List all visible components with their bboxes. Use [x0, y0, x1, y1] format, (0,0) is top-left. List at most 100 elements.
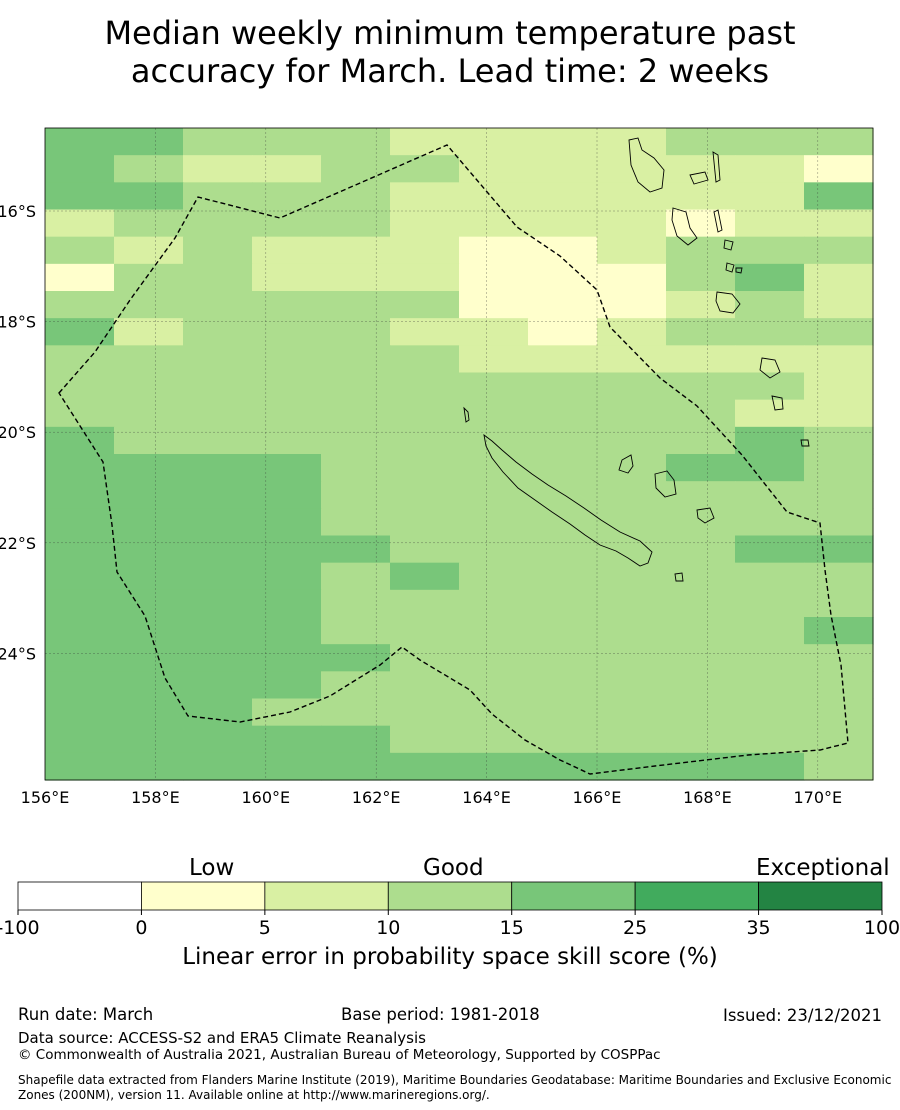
shapefile-credit: Shapefile data extracted from Flanders M…: [18, 1073, 892, 1102]
skill-cell: [804, 182, 874, 211]
skill-cell: [804, 535, 874, 564]
skill-cell: [114, 263, 184, 292]
map-frame: [44, 127, 874, 781]
skill-cell: [45, 671, 115, 700]
skill-cell: [390, 372, 460, 401]
skill-cell: [252, 128, 322, 156]
skill-cell: [597, 128, 667, 156]
skill-cell: [459, 399, 529, 428]
skill-cell: [321, 318, 391, 346]
skill-cell: [804, 291, 874, 319]
skill-cell: [459, 209, 529, 238]
skill-cell: [390, 589, 460, 618]
skill-cell: [804, 671, 874, 700]
skill-cell: [459, 535, 529, 564]
skill-cell: [183, 454, 253, 482]
colorbar-category-good: Good: [423, 855, 484, 881]
skill-cell: [735, 318, 805, 346]
eez-boundary: [58, 144, 849, 775]
skill-cell: [528, 263, 598, 292]
base-period: Base period: 1981-2018: [341, 1005, 540, 1024]
skill-cell: [459, 372, 529, 401]
skill-cell: [459, 617, 529, 645]
skill-cell: [666, 508, 736, 537]
skill-cell: [666, 671, 736, 700]
skill-cell: [390, 236, 460, 265]
skill-cell: [597, 182, 667, 211]
skill-cell: [183, 345, 253, 374]
skill-cell: [804, 399, 874, 428]
skill-cell: [321, 535, 391, 564]
skill-cell: [183, 481, 253, 509]
skill-cell: [114, 752, 184, 781]
skill-cell: [183, 399, 253, 428]
colorbar-segment: [634, 881, 759, 911]
skill-cell: [735, 399, 805, 428]
skill-cell: [528, 725, 598, 754]
skill-cell: [45, 617, 115, 645]
island-ambrym: [723, 239, 734, 251]
skill-cell: [45, 644, 115, 672]
skill-cell: [528, 128, 598, 156]
skill-cell: [45, 372, 115, 401]
skill-cell: [390, 209, 460, 238]
graticule: [45, 128, 873, 780]
skill-cell: [528, 318, 598, 346]
skill-cell: [45, 182, 115, 211]
skill-cell: [666, 617, 736, 645]
skill-cell: [252, 671, 322, 700]
skill-cell: [114, 345, 184, 374]
skill-cell: [735, 182, 805, 211]
skill-cell: [252, 236, 322, 265]
skill-cell: [114, 182, 184, 211]
skill-cell: [45, 725, 115, 754]
skill-cell: [804, 454, 874, 482]
skill-cell: [114, 318, 184, 346]
data-source: Data source: ACCESS-S2 and ERA5 Climate …: [18, 1029, 426, 1047]
skill-cell: [459, 291, 529, 319]
skill-cell: [390, 182, 460, 211]
skill-cell: [528, 508, 598, 537]
skill-cell: [666, 454, 736, 482]
skill-cell: [666, 182, 736, 211]
skill-cell: [459, 698, 529, 727]
skill-cell: [459, 155, 529, 183]
colorbar-tick-label: -100: [0, 917, 40, 939]
skill-cell: [735, 209, 805, 238]
skill-cell: [735, 454, 805, 482]
skill-cell: [528, 481, 598, 509]
skill-cell: [252, 345, 322, 374]
colorbar-category-low: Low: [189, 855, 235, 881]
skill-cell: [321, 182, 391, 211]
island-epi: [725, 262, 735, 273]
skill-cell: [597, 318, 667, 346]
colorbar-tick-label: 10: [376, 917, 400, 939]
skill-cell: [45, 508, 115, 537]
skill-cell: [252, 562, 322, 591]
skill-cell: [321, 617, 391, 645]
chart-title: Median weekly minimum temperature past a…: [0, 14, 900, 90]
skill-cell: [183, 318, 253, 346]
skill-cell: [528, 589, 598, 618]
skill-cell: [528, 698, 598, 727]
colorbar-segment: [141, 881, 266, 911]
latitude-tick-label: 24°S: [0, 644, 36, 663]
skill-cell: [735, 671, 805, 700]
skill-cell: [528, 345, 598, 374]
skill-cell: [390, 155, 460, 183]
skill-grid: [45, 128, 874, 781]
skill-cell: [666, 291, 736, 319]
skill-cell: [45, 291, 115, 319]
skill-cell: [735, 617, 805, 645]
skill-cell: [183, 263, 253, 292]
colorbar-tick-label: 5: [259, 917, 271, 939]
island-espiritu-santo: [628, 137, 665, 193]
colorbar-segment: [387, 881, 513, 911]
title-line-1: Median weekly minimum temperature past: [104, 14, 796, 52]
skill-cell: [528, 562, 598, 591]
skill-cell: [804, 209, 874, 238]
island-tongoa: [735, 267, 743, 274]
skill-cell: [459, 671, 529, 700]
skill-cell: [528, 617, 598, 645]
skill-cell: [459, 481, 529, 509]
